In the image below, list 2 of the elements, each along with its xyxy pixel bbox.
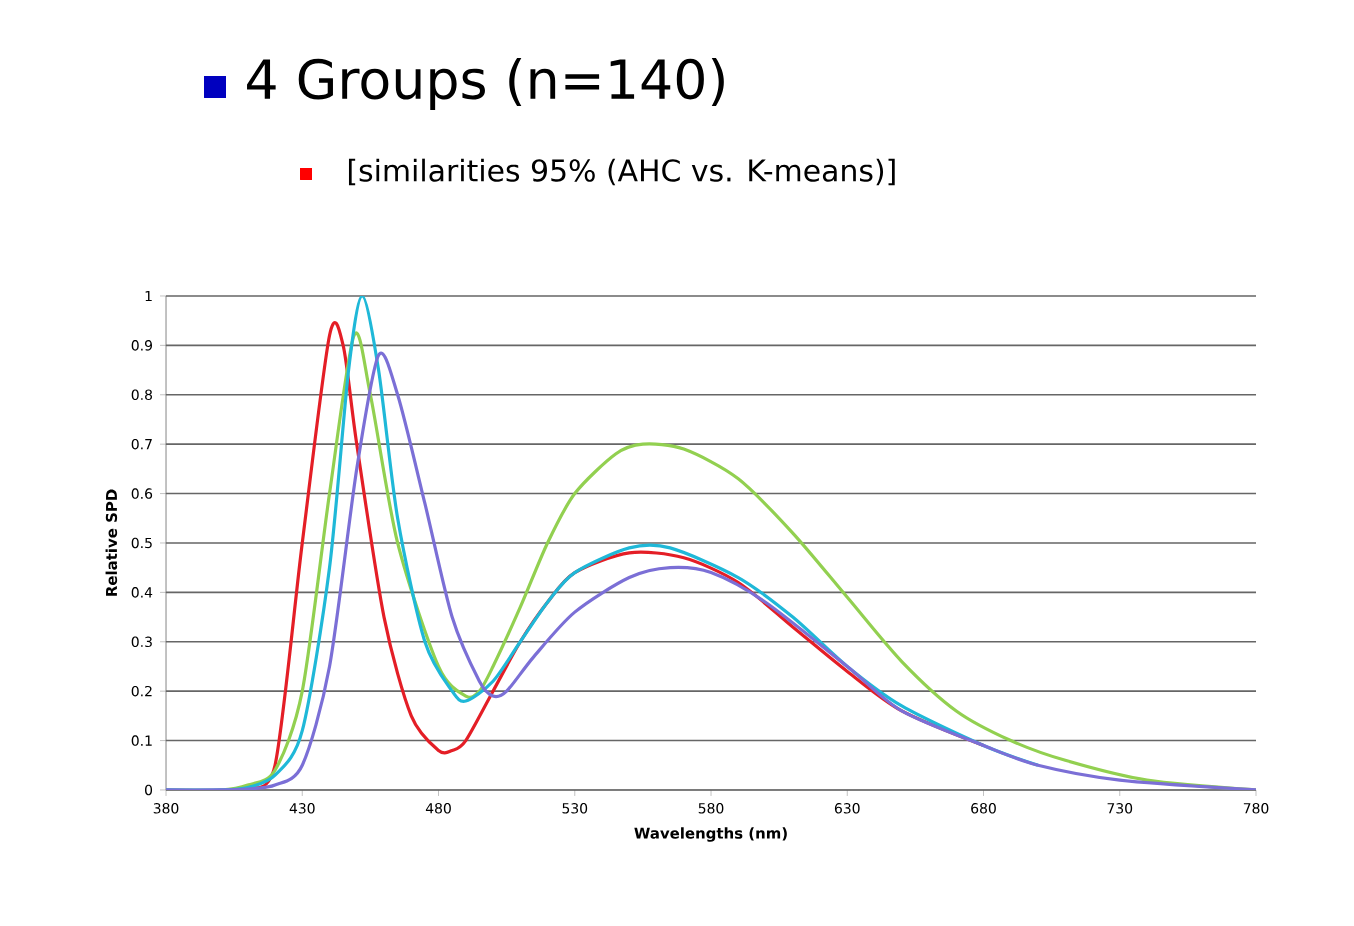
chart-subtitle: [similarities 95% (AHC vs. K-means)] xyxy=(348,158,895,186)
chart-title: 4 Groups (n=140) xyxy=(247,57,724,110)
